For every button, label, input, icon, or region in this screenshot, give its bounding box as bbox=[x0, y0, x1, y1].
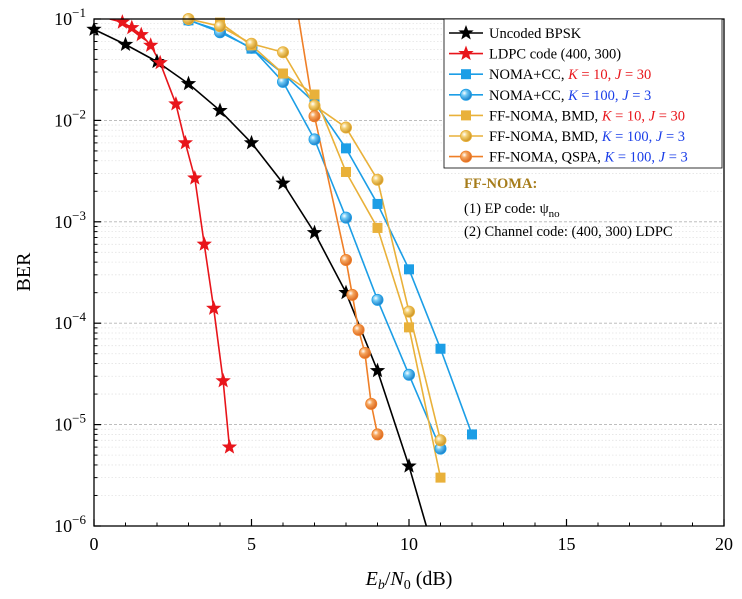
legend-label-5: FF-NOMA, BMD, K = 10, J = 30 bbox=[489, 108, 685, 124]
annotation-box: FF-NOMA: (1) EP code: ψno (2) Channel co… bbox=[464, 176, 673, 240]
series-6-point bbox=[308, 99, 321, 112]
series-1-point bbox=[117, 36, 134, 52]
series-3-point bbox=[467, 429, 477, 440]
series-6-point bbox=[213, 20, 226, 33]
series-4-point bbox=[371, 293, 384, 306]
legend-marker-6 bbox=[459, 129, 472, 142]
y-tick-label: 10−2 bbox=[54, 106, 86, 130]
series-7-point bbox=[339, 254, 352, 267]
annotation-line-2: (2) Channel code: (400, 300) LDPC bbox=[464, 224, 673, 240]
series-6-point bbox=[245, 37, 258, 50]
x-tick-label: 20 bbox=[715, 534, 733, 554]
series-7-point bbox=[346, 288, 359, 301]
legend-label-1: Uncoded BPSK bbox=[489, 26, 582, 42]
series-2-point bbox=[152, 54, 168, 70]
series-5-point bbox=[435, 472, 446, 483]
y-axis-label: BER bbox=[13, 252, 35, 292]
series-7-point bbox=[371, 428, 384, 441]
x-tick-label: 5 bbox=[247, 534, 256, 554]
legend: Uncoded BPSK LDPC code (400, 300) NOMA+CC,… bbox=[443, 18, 723, 169]
series-1-point bbox=[180, 75, 197, 91]
series-2-point bbox=[124, 19, 140, 35]
series-3-point bbox=[435, 343, 446, 354]
y-tick-label: 10−6 bbox=[54, 512, 86, 536]
series-2-point bbox=[187, 170, 203, 185]
series-1-point bbox=[275, 175, 291, 190]
annotation-line-1: (1) EP code: ψno bbox=[464, 201, 560, 220]
annotation-title: FF-NOMA: bbox=[464, 176, 537, 192]
series-4-point bbox=[402, 368, 415, 381]
series-1-point bbox=[369, 362, 386, 378]
series-2-point bbox=[206, 300, 222, 315]
legend-label-3: NOMA+CC, K = 10, J = 30 bbox=[489, 67, 651, 83]
series-2-point bbox=[215, 372, 231, 388]
series-line-3 bbox=[188, 19, 473, 435]
legend-marker-3 bbox=[461, 69, 471, 80]
legend-label-7: FF-NOMA, QSPA, K = 100, J = 3 bbox=[489, 150, 688, 166]
series-3-point bbox=[341, 143, 351, 154]
series-5-point bbox=[278, 68, 288, 79]
legend-marker-4 bbox=[459, 88, 472, 101]
series-1-point bbox=[401, 458, 417, 473]
x-tick-label: 10 bbox=[400, 534, 418, 554]
series-2-point bbox=[168, 95, 184, 111]
x-tick-label: 0 bbox=[90, 534, 99, 554]
series-7-point bbox=[365, 397, 378, 410]
legend-marker-5 bbox=[461, 110, 471, 121]
series-6-point bbox=[339, 121, 352, 134]
legend-frame bbox=[443, 18, 723, 169]
series-1-point bbox=[306, 224, 323, 240]
series-line-2 bbox=[109, 19, 231, 448]
series-6-point bbox=[402, 305, 415, 318]
series-2-point bbox=[114, 14, 131, 29]
series-1-point bbox=[212, 102, 228, 118]
series-3-point bbox=[404, 264, 414, 275]
series-2-point bbox=[221, 439, 238, 454]
series-6-point bbox=[276, 46, 289, 59]
series-5-point bbox=[372, 222, 383, 233]
series-5-point bbox=[309, 89, 320, 100]
series-2-point bbox=[196, 236, 212, 251]
series-5-point bbox=[341, 166, 351, 177]
tick-layer: 10−6 10−5 10−4 10−3 10−2 10−1 0 5 10 15 20 bbox=[54, 5, 733, 554]
legend-marker-7 bbox=[459, 150, 472, 163]
series-5-point bbox=[404, 322, 414, 333]
series-2-point bbox=[143, 37, 159, 52]
series-7-point bbox=[352, 323, 365, 336]
y-tick-label: 10−5 bbox=[54, 411, 86, 435]
series-1-point bbox=[243, 134, 260, 150]
legend-marker-1 bbox=[458, 24, 474, 40]
y-tick-label: 10−3 bbox=[54, 208, 86, 232]
series-2-point bbox=[177, 134, 194, 150]
series-6-point bbox=[371, 173, 384, 186]
series-3-point bbox=[372, 198, 383, 209]
legend-label-4: NOMA+CC, K = 100, J = 3 bbox=[489, 88, 651, 104]
series-4-point bbox=[308, 133, 321, 146]
series-2-point bbox=[133, 26, 149, 42]
series-7-point bbox=[358, 346, 371, 359]
x-axis-label: Eb/N0 (dB) bbox=[365, 568, 453, 593]
legend-label-6: FF-NOMA, BMD, K = 100, J = 3 bbox=[489, 129, 685, 145]
legend-marker-2 bbox=[458, 45, 474, 61]
series-4-point bbox=[339, 211, 352, 224]
y-tick-label: 10−4 bbox=[54, 309, 86, 333]
series-line-1 bbox=[94, 28, 428, 526]
series-6-point bbox=[434, 434, 447, 447]
y-tick-label: 10−1 bbox=[54, 5, 86, 29]
series-layer bbox=[94, 19, 473, 526]
marker-layer bbox=[86, 12, 477, 483]
x-tick-label: 15 bbox=[558, 534, 576, 554]
series-line-5 bbox=[219, 22, 442, 478]
legend-label-2: LDPC code (400, 300) bbox=[489, 47, 621, 63]
series-7-point bbox=[308, 110, 321, 123]
